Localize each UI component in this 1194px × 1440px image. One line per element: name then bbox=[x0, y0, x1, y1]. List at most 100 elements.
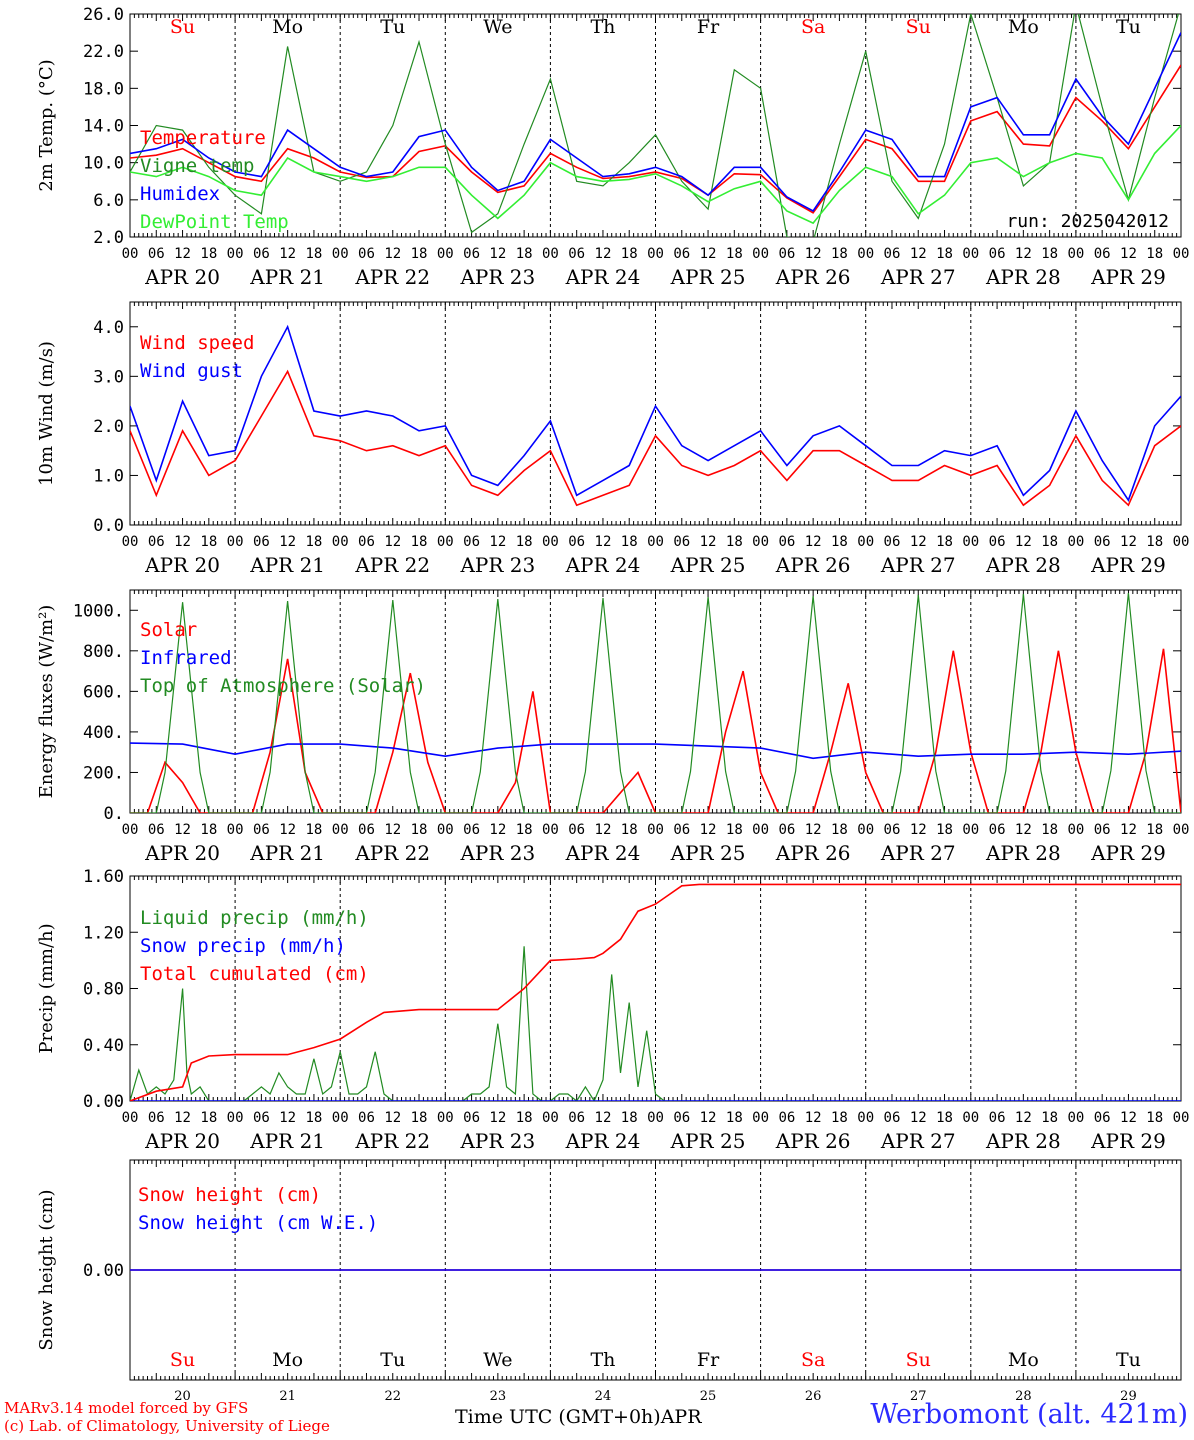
x-hour-tick-label: 18 bbox=[200, 1110, 217, 1126]
x-day-label: APR 26 bbox=[775, 553, 851, 577]
series-group bbox=[130, 883, 1181, 1101]
y-tick-label: 0. bbox=[104, 804, 124, 824]
weekday-label: Tu bbox=[1116, 16, 1141, 38]
x-hour-tick-label: 12 bbox=[595, 534, 612, 550]
x-day-label: APR 20 bbox=[144, 841, 220, 865]
x-hour-tick-label: 06 bbox=[1094, 246, 1111, 262]
x-hour-tick-label: 06 bbox=[148, 1110, 165, 1126]
x-hour-tick-label: 18 bbox=[726, 1110, 743, 1126]
x-hour-tick-label: 18 bbox=[726, 822, 743, 838]
x-hour-tick-label: 00 bbox=[857, 822, 874, 838]
x-hour-tick-label: 18 bbox=[411, 1110, 428, 1126]
y-axis-label: Precip (mm/h) bbox=[36, 923, 57, 1053]
x-hour-tick-label: 00 bbox=[437, 822, 454, 838]
x-hour-tick-label: 12 bbox=[1120, 534, 1137, 550]
x-day-label: APR 25 bbox=[670, 553, 746, 577]
x-hour-tick-label: 06 bbox=[358, 1110, 375, 1126]
x-hour-tick-label: 18 bbox=[936, 822, 953, 838]
y-tick-label: 18.0 bbox=[83, 79, 124, 99]
x-hour-tick-label: 06 bbox=[778, 822, 795, 838]
x-hour-tick-label: 00 bbox=[542, 822, 559, 838]
x-hour-tick-label: 00 bbox=[752, 246, 769, 262]
x-hour-tick-label: 00 bbox=[647, 1110, 664, 1126]
y-tick-label: 26.0 bbox=[83, 5, 124, 25]
x-hour-tick-label: 12 bbox=[174, 822, 191, 838]
x-day-label: APR 29 bbox=[1090, 841, 1166, 865]
day-number-label: 25 bbox=[700, 1389, 717, 1404]
x-hour-tick-label: 00 bbox=[122, 1110, 139, 1126]
x-hour-tick-label: 12 bbox=[595, 822, 612, 838]
x-hour-tick-label: 18 bbox=[621, 1110, 638, 1126]
x-day-label: APR 29 bbox=[1090, 265, 1166, 289]
x-hour-tick-label: 00 bbox=[857, 534, 874, 550]
panel-1: 2.0 6.0 10.0 14.0 18.0 22.0 26.0 2m Temp. (°C) T… bbox=[36, 5, 1189, 289]
y-tick-label: 0.80 bbox=[83, 980, 124, 1000]
x-hour-tick-label: 06 bbox=[253, 1110, 270, 1126]
x-hour-tick-label: 06 bbox=[989, 822, 1006, 838]
panel-2: 0.0 1.0 2.0 3.0 4.0 10m Wind (m/s) Wind speed W… bbox=[36, 301, 1189, 577]
weekday-label: Mo bbox=[272, 1349, 303, 1371]
weekday-label: Th bbox=[590, 16, 615, 38]
x-day-label: APR 27 bbox=[880, 1129, 956, 1153]
y-tick-label: 2.0 bbox=[93, 228, 124, 248]
weekday-label: We bbox=[483, 16, 512, 38]
x-day-label: APR 29 bbox=[1090, 553, 1166, 577]
series-total-cumulated-cm-line bbox=[130, 883, 1181, 1101]
series-liquid-precip-mm-h-line bbox=[130, 946, 1181, 1101]
x-hour-tick-label: 12 bbox=[384, 1110, 401, 1126]
x-hour-tick-label: 18 bbox=[516, 246, 533, 262]
x-hour-tick-label: 00 bbox=[332, 534, 349, 550]
x-hour-tick-label: 18 bbox=[200, 822, 217, 838]
x-hour-tick-label: 18 bbox=[936, 246, 953, 262]
x-hour-tick-label: 12 bbox=[489, 246, 506, 262]
x-hour-tick-label: 12 bbox=[910, 534, 927, 550]
y-tick-label: 3.0 bbox=[93, 367, 124, 387]
series-group bbox=[130, 324, 1181, 507]
x-hour-tick-label: 18 bbox=[831, 822, 848, 838]
x-hour-tick-label: 18 bbox=[1041, 822, 1058, 838]
x-hour-tick-label: 06 bbox=[1094, 822, 1111, 838]
x-hour-tick-label: 00 bbox=[227, 1110, 244, 1126]
x-hour-tick-label: 00 bbox=[227, 822, 244, 838]
x-hour-tick-label: 00 bbox=[1173, 822, 1190, 838]
x-hour-tick-label: 00 bbox=[542, 1110, 559, 1126]
x-hour-tick-label: 12 bbox=[279, 1110, 296, 1126]
x-day-label: APR 26 bbox=[775, 841, 851, 865]
day-number-label: 26 bbox=[805, 1389, 822, 1404]
x-hour-tick-label: 06 bbox=[568, 246, 585, 262]
x-hour-tick-label: 00 bbox=[1173, 246, 1190, 262]
x-day-label: APR 25 bbox=[670, 1129, 746, 1153]
y-axis-label: Energy fluxes (W/m²) bbox=[36, 605, 57, 799]
x-day-label: APR 21 bbox=[249, 265, 325, 289]
x-hour-tick-label: 12 bbox=[174, 1110, 191, 1126]
x-hour-tick-label: 06 bbox=[148, 822, 165, 838]
y-tick-label: 22.0 bbox=[83, 42, 124, 62]
y-tick-label: 200. bbox=[83, 763, 124, 783]
x-hour-tick-label: 18 bbox=[936, 1110, 953, 1126]
weekday-label: Mo bbox=[1008, 1349, 1039, 1371]
x-day-label: APR 23 bbox=[459, 841, 535, 865]
x-hour-tick-label: 18 bbox=[516, 1110, 533, 1126]
time-axis-label: Time UTC (GMT+0h)APR bbox=[455, 1406, 702, 1428]
x-hour-tick-label: 12 bbox=[805, 822, 822, 838]
x-hour-tick-label: 06 bbox=[989, 1110, 1006, 1126]
legend-entry: Liquid precip (mm/h) bbox=[140, 907, 369, 929]
series-group bbox=[130, 14, 1181, 237]
x-hour-tick-label: 18 bbox=[1146, 822, 1163, 838]
x-hour-tick-label: 12 bbox=[805, 1110, 822, 1126]
x-hour-tick-label: 00 bbox=[227, 534, 244, 550]
day-number-label: 24 bbox=[595, 1389, 612, 1404]
x-hour-tick-label: 12 bbox=[910, 246, 927, 262]
x-hour-tick-label: 12 bbox=[1120, 1110, 1137, 1126]
run-annotation: run: 2025042012 bbox=[1006, 211, 1169, 232]
x-hour-tick-label: 12 bbox=[279, 534, 296, 550]
x-hour-tick-label: 00 bbox=[647, 246, 664, 262]
day-number-label: 29 bbox=[1120, 1389, 1137, 1404]
x-hour-tick-label: 06 bbox=[989, 534, 1006, 550]
x-hour-tick-label: 00 bbox=[437, 534, 454, 550]
weekday-label: Tu bbox=[380, 16, 405, 38]
weekday-label: Su bbox=[906, 1349, 931, 1371]
x-hour-tick-label: 00 bbox=[542, 534, 559, 550]
x-hour-tick-label: 18 bbox=[831, 1110, 848, 1126]
legend-entry: Snow height (cm) bbox=[138, 1184, 321, 1206]
